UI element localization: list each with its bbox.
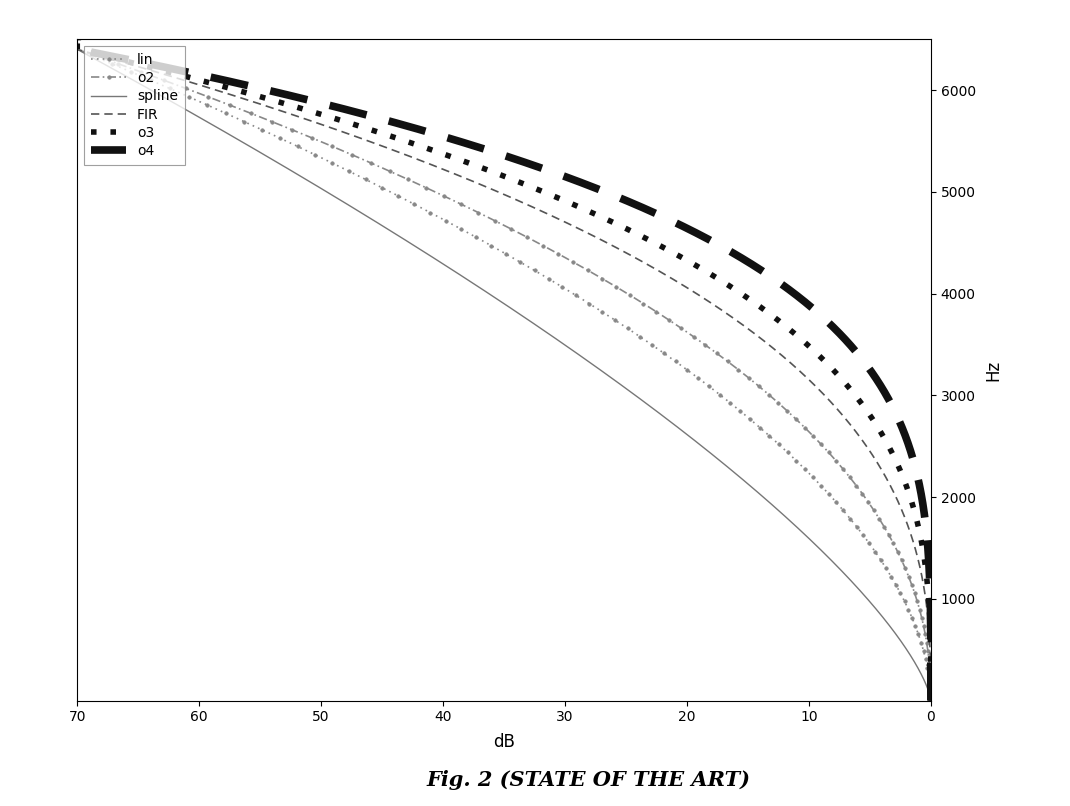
o3 — [507, 175, 520, 185]
o2 — [71, 35, 83, 44]
lin — [716, 392, 729, 401]
o2 — [923, 696, 936, 705]
o2 — [922, 662, 935, 671]
o2 — [764, 392, 777, 401]
o4 — [923, 662, 936, 671]
FIR — [923, 662, 936, 671]
Line: FIR: FIR — [77, 39, 930, 700]
o3 — [850, 392, 862, 401]
o4 — [71, 35, 83, 44]
spline — [923, 696, 936, 705]
o3 — [835, 374, 847, 384]
o2 — [744, 374, 756, 384]
FIR — [923, 696, 936, 705]
FIR — [462, 175, 475, 185]
FIR — [801, 374, 814, 384]
Line: spline: spline — [77, 39, 930, 700]
o4 — [118, 54, 131, 64]
o3 — [923, 696, 936, 705]
Line: o3: o3 — [77, 39, 930, 700]
spline — [607, 374, 620, 384]
FIR — [103, 53, 116, 63]
o2 — [97, 54, 110, 64]
o4 — [116, 53, 128, 63]
lin — [71, 35, 83, 44]
lin — [93, 54, 106, 64]
o4 — [870, 374, 883, 384]
lin — [360, 175, 372, 185]
o2 — [402, 175, 415, 185]
spline — [630, 392, 643, 401]
o3 — [71, 35, 83, 44]
Legend: lin, o2, spline, FIR, o3, o4: lin, o2, spline, FIR, o3, o4 — [85, 46, 185, 165]
Y-axis label: Hz: Hz — [983, 359, 1002, 380]
spline — [300, 175, 312, 185]
o4 — [567, 175, 580, 185]
o4 — [923, 696, 936, 705]
o4 — [881, 392, 893, 401]
lin — [923, 696, 936, 705]
spline — [71, 35, 83, 44]
Line: lin: lin — [76, 37, 932, 702]
spline — [911, 662, 923, 671]
o3 — [108, 53, 121, 63]
lin — [692, 374, 705, 384]
Line: o2: o2 — [76, 37, 932, 702]
Text: Fig. 2 (STATE OF THE ART): Fig. 2 (STATE OF THE ART) — [427, 770, 750, 790]
spline — [88, 54, 101, 64]
Line: o4: o4 — [77, 39, 930, 700]
lin — [920, 662, 933, 671]
lin — [92, 53, 105, 63]
FIR — [104, 54, 117, 64]
X-axis label: dB: dB — [493, 733, 515, 750]
o2 — [96, 53, 109, 63]
spline — [88, 53, 101, 63]
FIR — [819, 392, 831, 401]
o3 — [923, 662, 936, 671]
o3 — [109, 54, 122, 64]
FIR — [71, 35, 83, 44]
